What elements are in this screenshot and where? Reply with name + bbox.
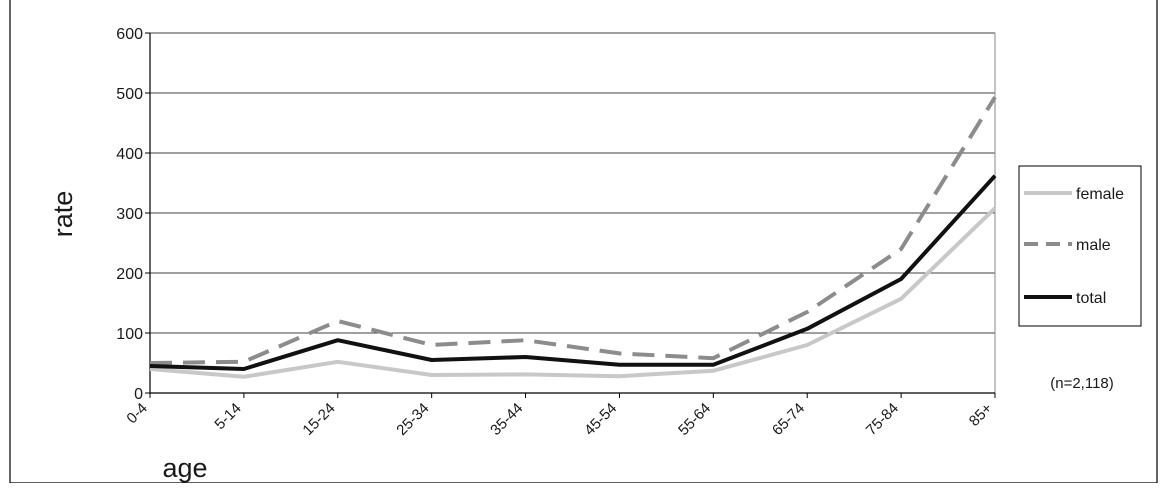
x-tick-label: 65-74: [769, 400, 808, 439]
x-tick-label: 35-44: [487, 400, 526, 439]
x-tick-label: 25-34: [393, 400, 432, 439]
x-tick-label: 0-4: [123, 400, 150, 427]
legend-label-female: female: [1076, 186, 1124, 203]
legend: female male total: [1018, 165, 1142, 327]
y-tick-label: 0: [134, 386, 143, 403]
y-tick-label: 600: [116, 26, 143, 43]
y-tick-label: 500: [116, 86, 143, 103]
axes: [145, 32, 996, 398]
series-lines: [149, 96, 997, 379]
y-tick-label: 400: [116, 146, 143, 163]
y-tick-label: 100: [116, 326, 143, 343]
x-tick-labels: 0-4 5-14 15-24 25-34 35-44 45-54 55-64 65-74 75-…: [123, 400, 996, 439]
legend-label-total: total: [1076, 290, 1106, 307]
sample-size-annotation: (n=2,118): [1050, 375, 1114, 392]
y-tick-label: 300: [116, 206, 143, 223]
x-tick-label: 45-54: [581, 400, 620, 439]
series-line-total: [149, 174, 997, 371]
x-tick-label: 5-14: [211, 400, 244, 433]
series-line-female: [149, 206, 997, 379]
legend-label-male: male: [1076, 237, 1111, 254]
x-tick-label: 55-64: [675, 400, 714, 439]
y-tick-labels: 0 100 200 300 400 500 600: [116, 26, 143, 403]
x-tick-label: 75-84: [863, 400, 902, 439]
grid: [150, 32, 995, 334]
y-tick-label: 200: [116, 266, 143, 283]
x-tick-label: 15-24: [299, 400, 338, 439]
x-tick-label: 85+: [966, 400, 996, 430]
series-line-male: [149, 96, 997, 365]
x-axis-label: age: [162, 453, 207, 483]
y-axis-label: rate: [48, 191, 78, 238]
